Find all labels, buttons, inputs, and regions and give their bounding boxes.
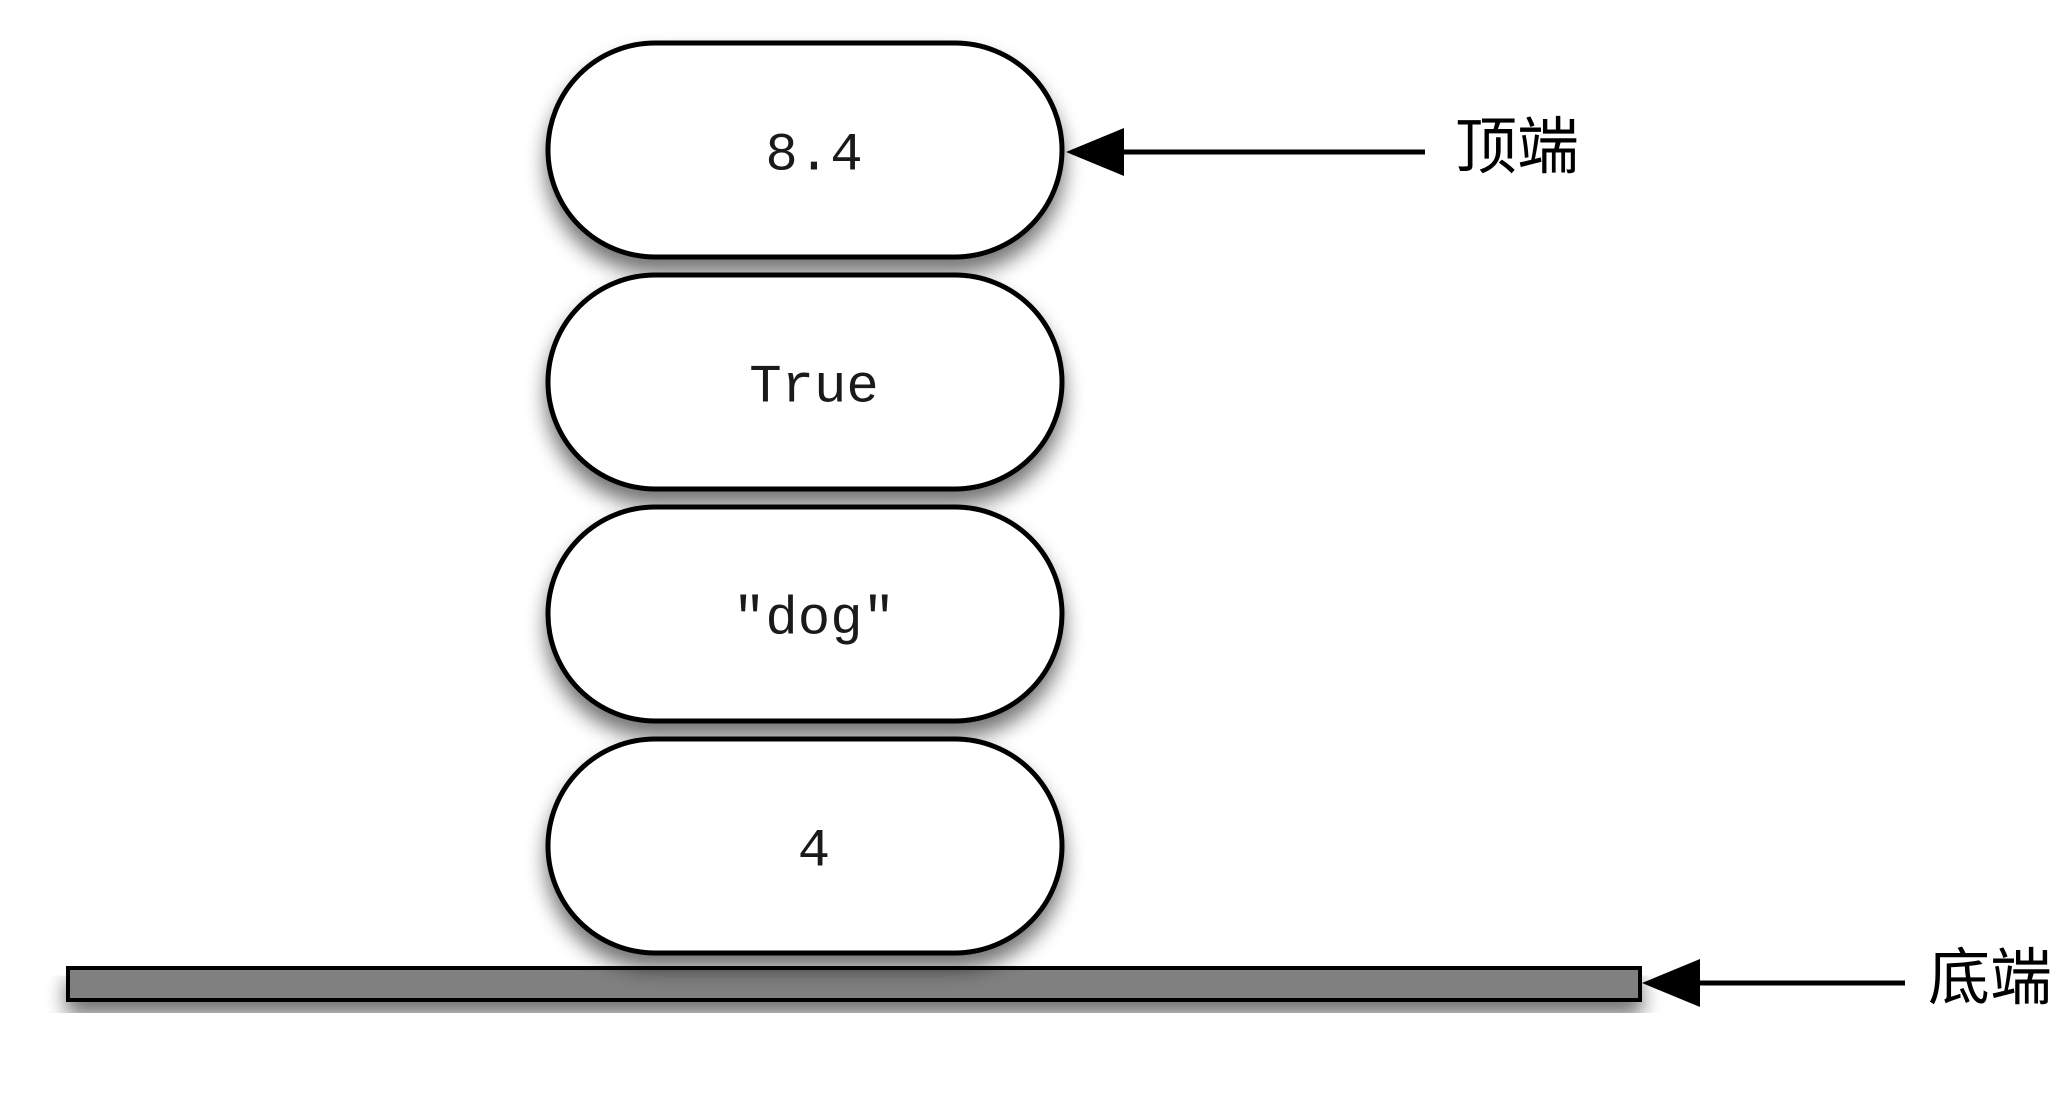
stack-item: "dog" [545,504,1065,724]
stack-item: True [545,272,1065,492]
bottom-label: 底端 [1928,941,2052,1014]
top-arrow [1066,128,1425,176]
stack-item-value: 4 [798,821,830,882]
top-label: 顶端 [1455,110,1579,183]
bottom-arrow [1642,959,1905,1007]
stack-item-value: "dog" [733,589,895,650]
stack-item-top: 8.4 [545,40,1065,260]
stack-item-bottom: 4 [545,736,1065,956]
stack-item-value: True [749,357,879,418]
stack-item-value: 8.4 [765,125,862,186]
stack-base [66,966,1642,1002]
